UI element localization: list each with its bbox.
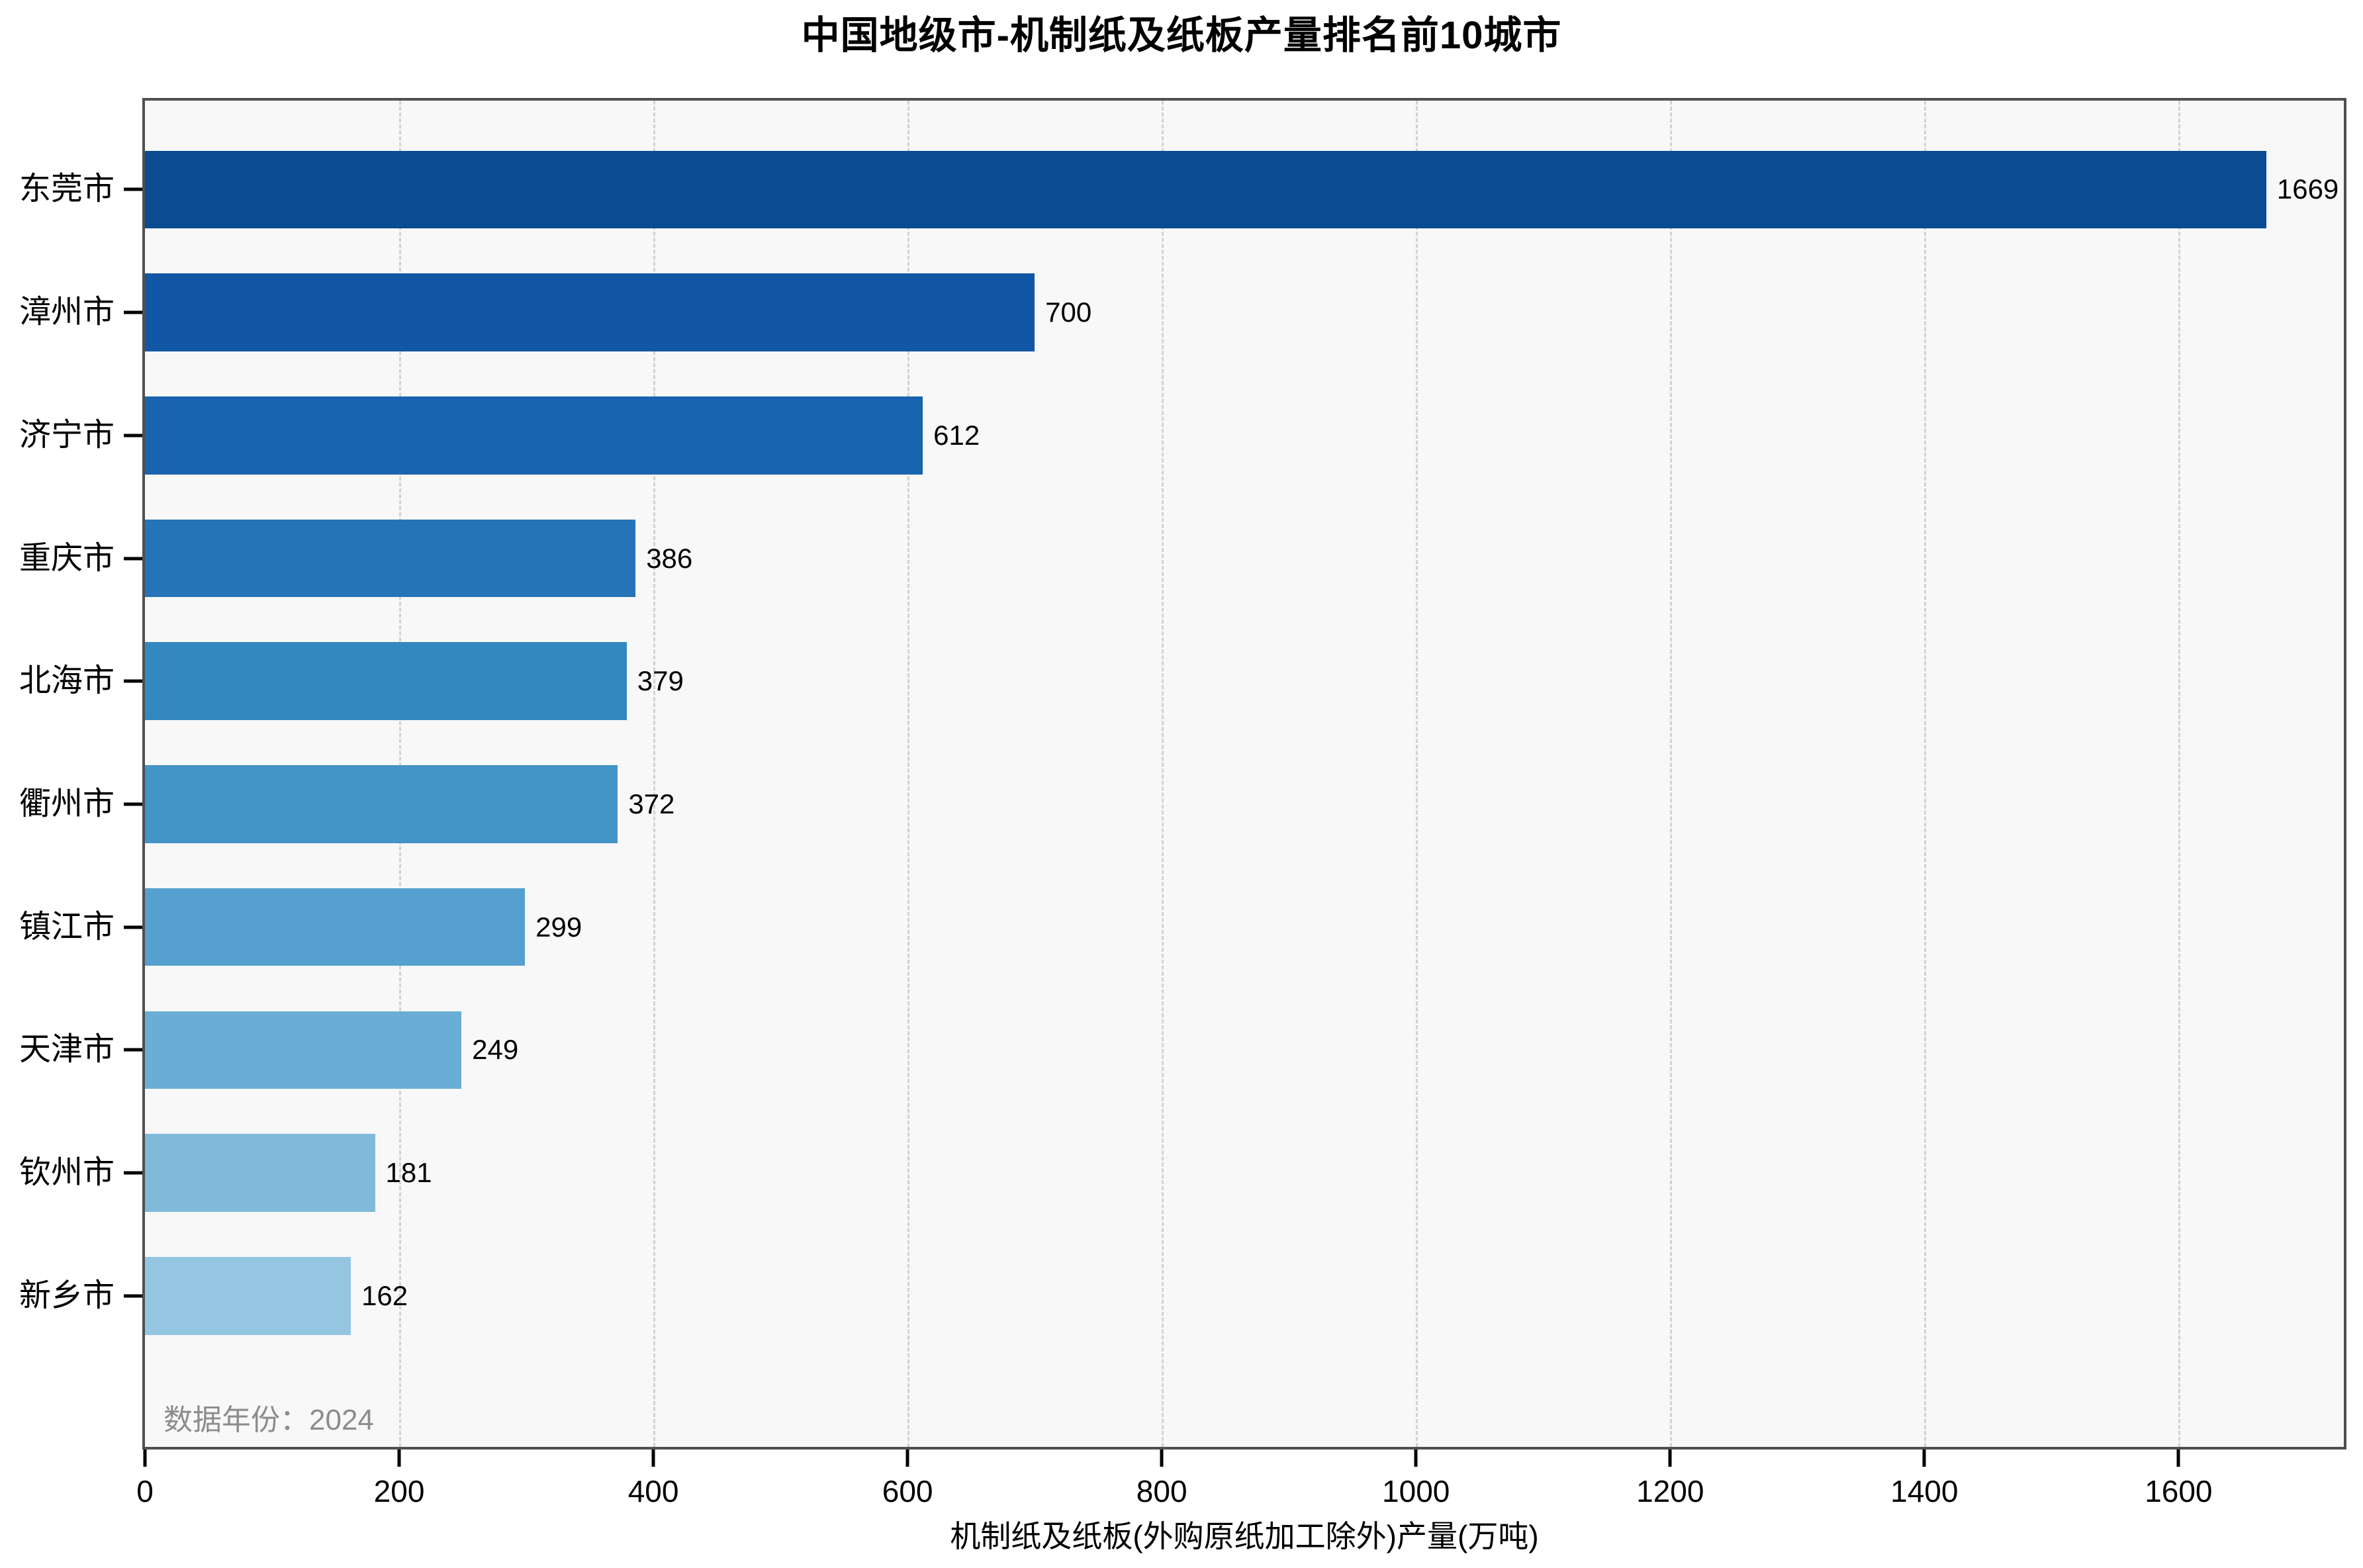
y-tick-label-天津市: 天津市 [19,1032,115,1068]
y-tick-label-镇江市: 镇江市 [19,909,115,945]
y-tick-label-漳州市: 漳州市 [19,295,115,330]
bar-镇江市 [145,888,526,966]
y-tick-mark-天津市 [124,1048,142,1052]
x-axis-label: 机制纸及纸板(外购原纸加工除外)产量(万吨) [950,1519,1539,1553]
bar-value-label-北海市: 379 [637,665,684,697]
bar-天津市 [145,1011,462,1089]
bar-北海市 [145,642,627,721]
bar-重庆市 [145,519,636,598]
bar-row-重庆市: 386 [145,519,2344,598]
y-tick-mark-北海市 [124,679,142,683]
bar-衢州市 [145,765,618,843]
x-tick-label-1600: 1600 [2145,1474,2213,1508]
y-tick-mark-东莞市 [124,187,142,191]
bar-value-label-济宁市: 612 [933,419,980,451]
bar-row-镇江市: 299 [145,888,2344,966]
y-tick-mark-镇江市 [124,925,142,929]
y-tick-label-东莞市: 东莞市 [19,171,115,207]
bar-东莞市 [145,150,2266,229]
x-tick-mark-200 [397,1450,401,1467]
y-tick-mark-重庆市 [124,557,142,561]
bar-row-新乡市: 162 [145,1257,2344,1335]
bar-value-label-衢州市: 372 [628,788,675,819]
chart-title: 中国地级市-机制纸及纸板产量排名前10城市 [801,14,1562,57]
x-tick-label-800: 800 [1136,1474,1187,1508]
x-tick-label-200: 200 [373,1474,425,1508]
bar-新乡市 [145,1257,351,1335]
bar-row-衢州市: 372 [145,765,2344,843]
gridline-x-400 [653,101,656,1447]
bar-row-东莞市: 1669 [145,150,2344,229]
bar-row-漳州市: 700 [145,273,2344,351]
x-tick-mark-0 [143,1450,147,1467]
x-tick-mark-1000 [1414,1450,1418,1467]
plot-area: 数据年份：2024 机制纸及纸板(外购原纸加工除外)产量(万吨) 1669 东莞市… [19,98,2346,1551]
bar-value-label-天津市: 249 [472,1034,519,1066]
y-tick-mark-新乡市 [124,1294,142,1298]
bar-row-钦州市: 181 [145,1134,2344,1212]
bar-value-label-重庆市: 386 [646,542,693,574]
x-tick-label-600: 600 [882,1474,933,1508]
y-tick-label-重庆市: 重庆市 [19,540,115,576]
x-tick-mark-1600 [2176,1450,2180,1467]
bar-value-label-镇江市: 299 [535,911,582,943]
x-tick-label-0: 0 [136,1474,154,1508]
bar-value-label-漳州市: 700 [1045,297,1092,328]
y-tick-label-新乡市: 新乡市 [19,1277,115,1313]
bar-济宁市 [145,396,923,475]
gridline-x-1600 [2178,101,2181,1447]
x-tick-label-1400: 1400 [1890,1474,1959,1508]
y-tick-label-济宁市: 济宁市 [19,417,115,453]
bar-钦州市 [145,1134,375,1212]
gridline-x-800 [1162,101,1164,1447]
bar-漳州市 [145,273,1035,351]
bar-row-天津市: 249 [145,1011,2344,1089]
bar-row-北海市: 379 [145,642,2344,721]
x-tick-mark-400 [651,1450,655,1467]
x-tick-label-1200: 1200 [1636,1474,1704,1508]
x-tick-mark-1200 [1668,1450,1672,1467]
x-tick-mark-800 [1160,1450,1164,1467]
y-tick-mark-钦州市 [124,1171,142,1175]
data-year-annotation: 数据年份：2024 [163,1404,374,1436]
bar-value-label-钦州市: 181 [385,1157,432,1189]
y-tick-mark-衢州市 [124,802,142,806]
gridline-x-1400 [1924,101,1927,1447]
gridline-x-1000 [1416,101,1418,1447]
y-tick-mark-济宁市 [124,434,142,438]
gridline-x-1200 [1670,101,1673,1447]
bar-value-label-新乡市: 162 [361,1279,408,1311]
bar-row-济宁市: 612 [145,396,2344,475]
y-tick-mark-漳州市 [124,310,142,314]
y-tick-label-钦州市: 钦州市 [19,1155,115,1191]
y-tick-label-衢州市: 衢州市 [19,786,115,821]
x-tick-label-400: 400 [627,1474,679,1508]
x-tick-mark-600 [905,1450,909,1467]
bar-value-label-东莞市: 1669 [2276,173,2339,205]
x-tick-label-1000: 1000 [1382,1474,1450,1508]
gridline-x-600 [907,101,910,1447]
x-tick-mark-1400 [1922,1450,1926,1467]
y-tick-label-北海市: 北海市 [19,663,115,699]
